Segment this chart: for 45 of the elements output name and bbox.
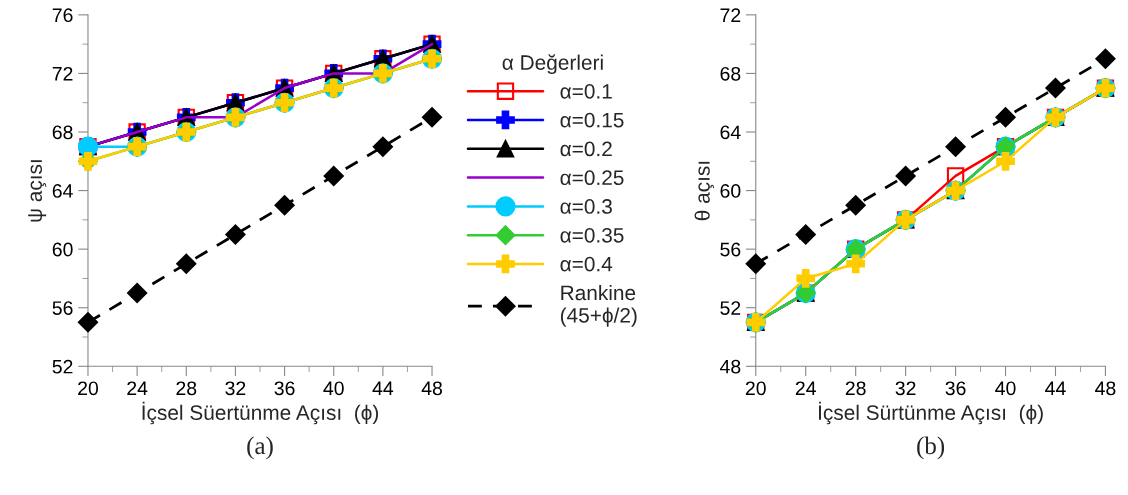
y-tick-label: 48 — [720, 359, 741, 374]
legend-label: α=0.25 — [560, 170, 624, 186]
y-tick-label: 56 — [52, 301, 73, 315]
legend-label: α=0.3 — [560, 199, 612, 214]
y-axis-title: θ açısı — [694, 161, 714, 221]
y-tick-label: 72 — [52, 66, 73, 81]
x-tick-label: 32 — [225, 381, 246, 396]
legend-label: Rankine (45+ϕ/2) — [560, 284, 637, 327]
y-tick-label: 68 — [52, 125, 73, 140]
x-tick-label: 20 — [745, 381, 766, 396]
x-tick-label: 28 — [176, 381, 197, 396]
x-tick-label: 36 — [274, 381, 295, 396]
x-tick-label: 40 — [323, 381, 344, 396]
y-tick-label: 64 — [52, 184, 73, 198]
legend-title: α Değerleri — [502, 54, 603, 75]
x-axis-title: İçsel Sürtünme Açısı (ϕ) — [819, 401, 1043, 425]
text: (b) — [917, 436, 945, 460]
y-tick-label: 52 — [720, 301, 741, 315]
x-tick-label: 20 — [78, 381, 99, 396]
text: (a) — [247, 436, 273, 460]
x-tick-label: 24 — [127, 381, 148, 395]
x-tick-label: 44 — [372, 381, 394, 395]
x-tick-label: 28 — [845, 381, 866, 396]
y-tick-label: 60 — [720, 184, 741, 198]
x-tick-label: 48 — [421, 381, 442, 396]
x-tick-label: 24 — [795, 381, 816, 395]
y-tick-label: 72 — [720, 8, 741, 22]
x-tick-label: 48 — [1095, 381, 1116, 396]
y-tick-label: 64 — [720, 125, 741, 140]
legend-label: α=0.4 — [560, 256, 613, 272]
legend-label: α=0.15 — [560, 112, 624, 128]
legend-label: α=0.35 — [560, 227, 624, 243]
y-tick-label: 76 — [52, 8, 73, 23]
legend-label: α=0.2 — [560, 141, 612, 157]
y-tick-label: 52 — [52, 359, 73, 374]
x-tick-label: 44 — [1045, 381, 1066, 395]
y-tick-label: 60 — [52, 242, 73, 257]
y-axis-title: ψ açısı — [28, 160, 47, 222]
y-tick-label: 68 — [720, 66, 741, 81]
x-axis-title: İçsel Süertünme Açısı (ϕ) — [142, 401, 379, 425]
y-tick-label: 56 — [720, 242, 741, 257]
x-tick-label: 40 — [995, 381, 1016, 396]
x-tick-label: 32 — [895, 381, 916, 396]
x-tick-label: 36 — [945, 381, 966, 396]
legend-label: α=0.1 — [560, 83, 612, 99]
